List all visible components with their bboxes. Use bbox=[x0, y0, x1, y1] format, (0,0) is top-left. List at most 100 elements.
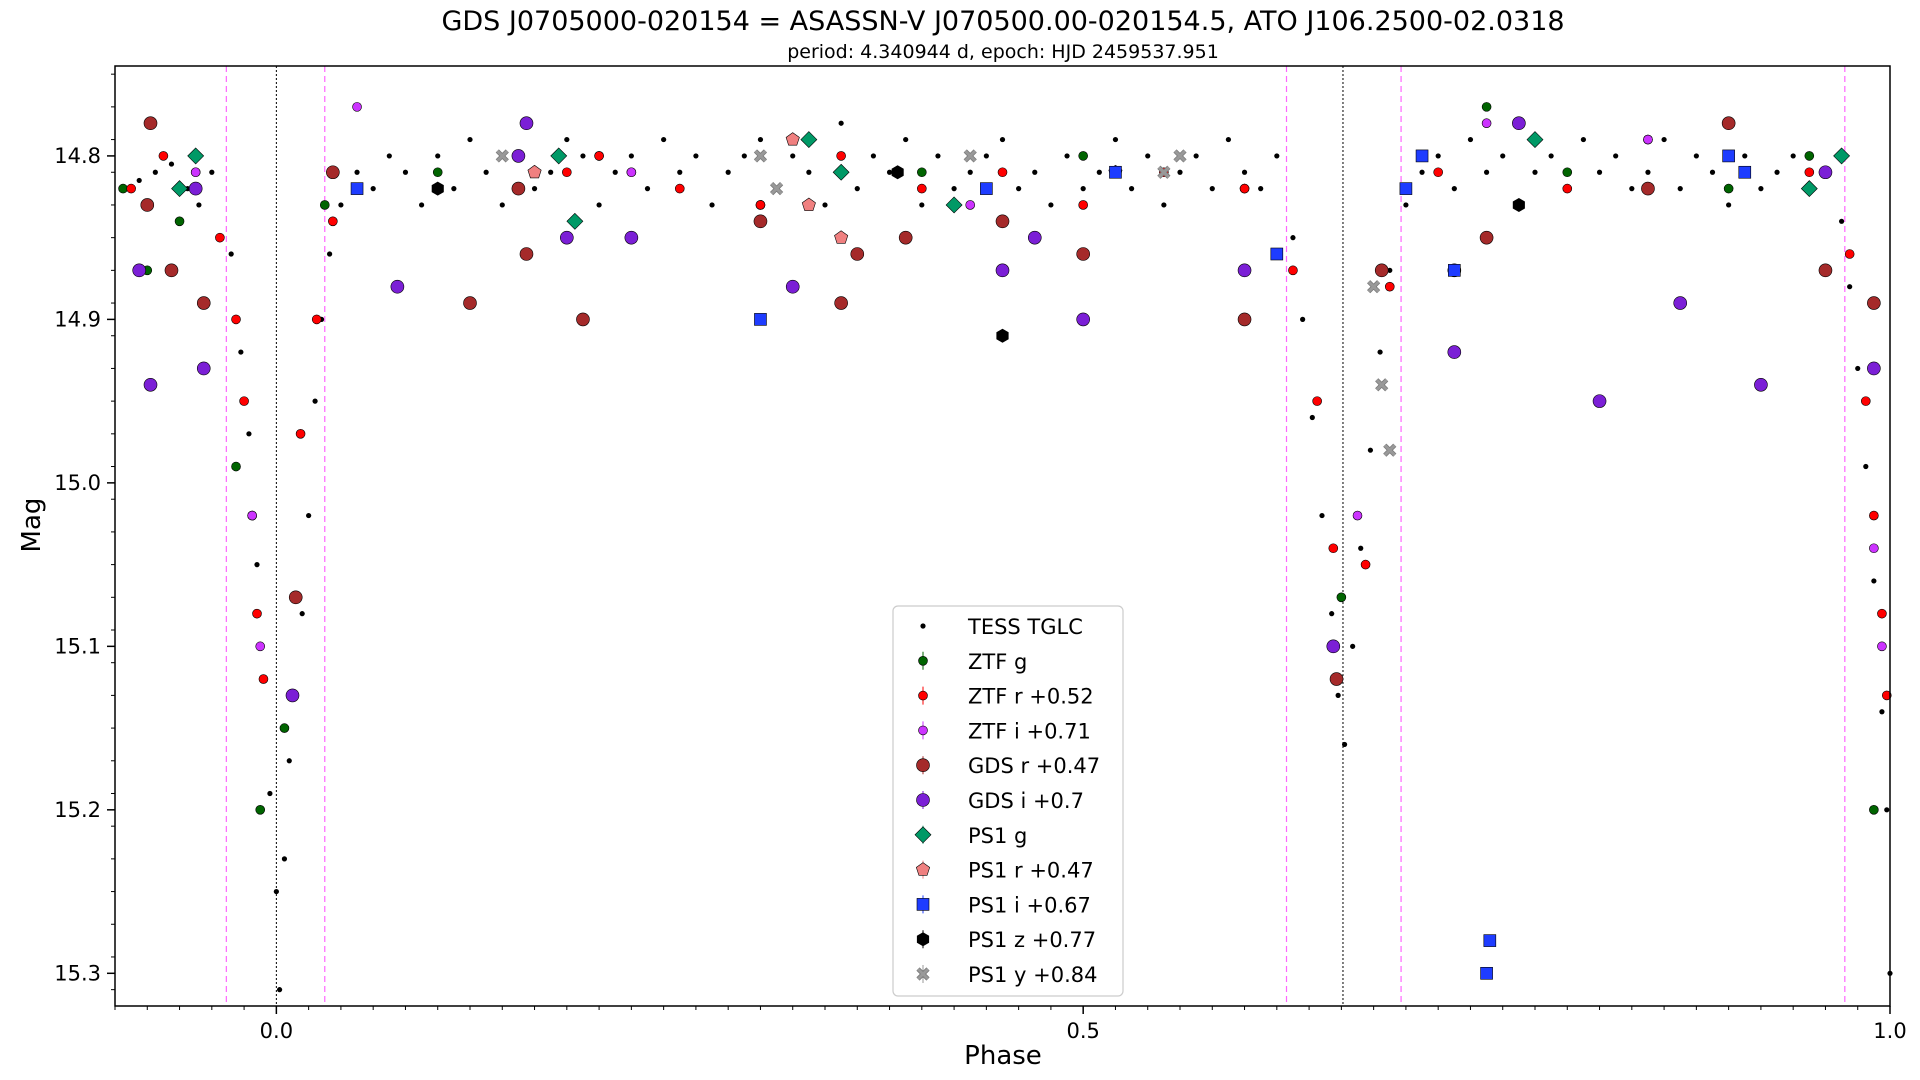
data-point bbox=[1193, 153, 1199, 159]
data-point bbox=[254, 562, 260, 568]
data-point bbox=[919, 202, 925, 208]
data-point bbox=[190, 167, 201, 178]
data-point bbox=[312, 398, 318, 404]
data-point bbox=[238, 349, 244, 355]
data-point bbox=[560, 230, 574, 245]
data-point bbox=[276, 987, 283, 993]
data-point bbox=[1643, 134, 1653, 145]
data-point bbox=[1451, 186, 1457, 192]
data-point bbox=[1613, 153, 1619, 159]
legend-marker-tess-tglc bbox=[920, 623, 926, 629]
data-point bbox=[1384, 281, 1395, 292]
data-point bbox=[370, 186, 376, 192]
data-point bbox=[1869, 543, 1879, 554]
data-point bbox=[1328, 543, 1339, 554]
data-point bbox=[1869, 805, 1879, 815]
data-point bbox=[834, 296, 848, 310]
data-point bbox=[402, 169, 409, 175]
data-point bbox=[386, 153, 392, 159]
data-point bbox=[483, 169, 489, 175]
legend-marker-gds-r-0-47 bbox=[916, 758, 930, 773]
data-point bbox=[252, 608, 262, 619]
data-point bbox=[1867, 296, 1881, 310]
legend-label-gds-i-0-7: GDS i +0.7 bbox=[968, 789, 1084, 813]
data-point bbox=[1326, 639, 1341, 654]
data-point bbox=[1032, 169, 1038, 175]
data-point bbox=[1341, 741, 1348, 748]
data-point bbox=[965, 200, 976, 210]
data-point bbox=[196, 296, 211, 310]
legend-marker-ps1-g bbox=[914, 826, 932, 844]
data-point bbox=[1833, 147, 1851, 165]
data-point bbox=[564, 136, 570, 143]
data-point bbox=[693, 153, 699, 159]
data-point bbox=[1096, 169, 1102, 175]
data-point bbox=[158, 151, 169, 161]
data-point bbox=[1860, 396, 1871, 406]
y-tick-label: 14.8 bbox=[54, 144, 101, 168]
data-point bbox=[790, 153, 796, 159]
legend-marker-ztf-i-0-71 bbox=[918, 725, 928, 736]
data-point bbox=[753, 214, 768, 229]
data-point bbox=[1377, 349, 1383, 355]
data-point bbox=[677, 169, 683, 175]
data-point bbox=[1818, 263, 1833, 278]
data-point bbox=[709, 202, 715, 208]
data-point bbox=[1336, 592, 1347, 603]
data-point bbox=[785, 132, 800, 146]
data-point bbox=[1399, 182, 1413, 195]
data-point bbox=[196, 361, 211, 376]
data-point bbox=[1016, 186, 1022, 192]
data-point bbox=[935, 153, 941, 159]
data-point bbox=[247, 510, 257, 521]
data-point bbox=[1867, 361, 1881, 376]
data-point bbox=[463, 296, 477, 310]
data-point bbox=[267, 790, 273, 797]
series-ztf-i-0-71 bbox=[190, 102, 1887, 652]
data-point bbox=[1290, 235, 1296, 241]
data-point bbox=[1078, 151, 1088, 161]
data-point bbox=[725, 169, 731, 175]
legend-label-ps1-g: PS1 g bbox=[968, 824, 1027, 848]
data-point bbox=[1847, 284, 1853, 290]
y-tick-label: 15.2 bbox=[54, 798, 101, 822]
legend-box bbox=[892, 605, 1124, 997]
data-point bbox=[983, 153, 989, 159]
x-tick-label: 1.0 bbox=[1873, 1019, 1906, 1043]
data-point bbox=[1403, 202, 1409, 208]
data-point bbox=[1173, 149, 1187, 163]
data-point bbox=[281, 856, 288, 862]
data-point bbox=[1480, 967, 1493, 980]
data-point bbox=[1483, 934, 1497, 947]
data-point bbox=[451, 186, 457, 192]
data-point bbox=[519, 116, 534, 131]
data-point bbox=[231, 314, 241, 325]
data-point bbox=[624, 230, 639, 245]
data-point bbox=[550, 147, 568, 165]
data-point bbox=[661, 136, 667, 143]
data-point bbox=[1350, 643, 1356, 649]
data-point bbox=[1726, 202, 1732, 208]
data-point bbox=[1157, 165, 1171, 179]
data-point bbox=[1367, 447, 1374, 453]
data-point bbox=[209, 169, 215, 175]
data-point bbox=[870, 153, 877, 159]
data-point bbox=[967, 169, 973, 175]
legend-label-ps1-y-0-84: PS1 y +0.84 bbox=[968, 963, 1098, 987]
data-point bbox=[834, 230, 849, 244]
data-point bbox=[1225, 136, 1232, 143]
data-point bbox=[1869, 510, 1879, 521]
data-point bbox=[801, 197, 816, 211]
data-point bbox=[306, 512, 312, 519]
data-point bbox=[511, 181, 526, 196]
data-point bbox=[1709, 169, 1716, 175]
data-point bbox=[566, 212, 584, 230]
data-point bbox=[1435, 153, 1441, 159]
data-point bbox=[1027, 230, 1042, 245]
data-point bbox=[1064, 153, 1070, 159]
data-point bbox=[215, 232, 225, 243]
series-ps1-r-0-47 bbox=[527, 132, 1123, 244]
data-point bbox=[328, 216, 338, 227]
legend-label-gds-r-0-47: GDS r +0.47 bbox=[968, 754, 1100, 778]
